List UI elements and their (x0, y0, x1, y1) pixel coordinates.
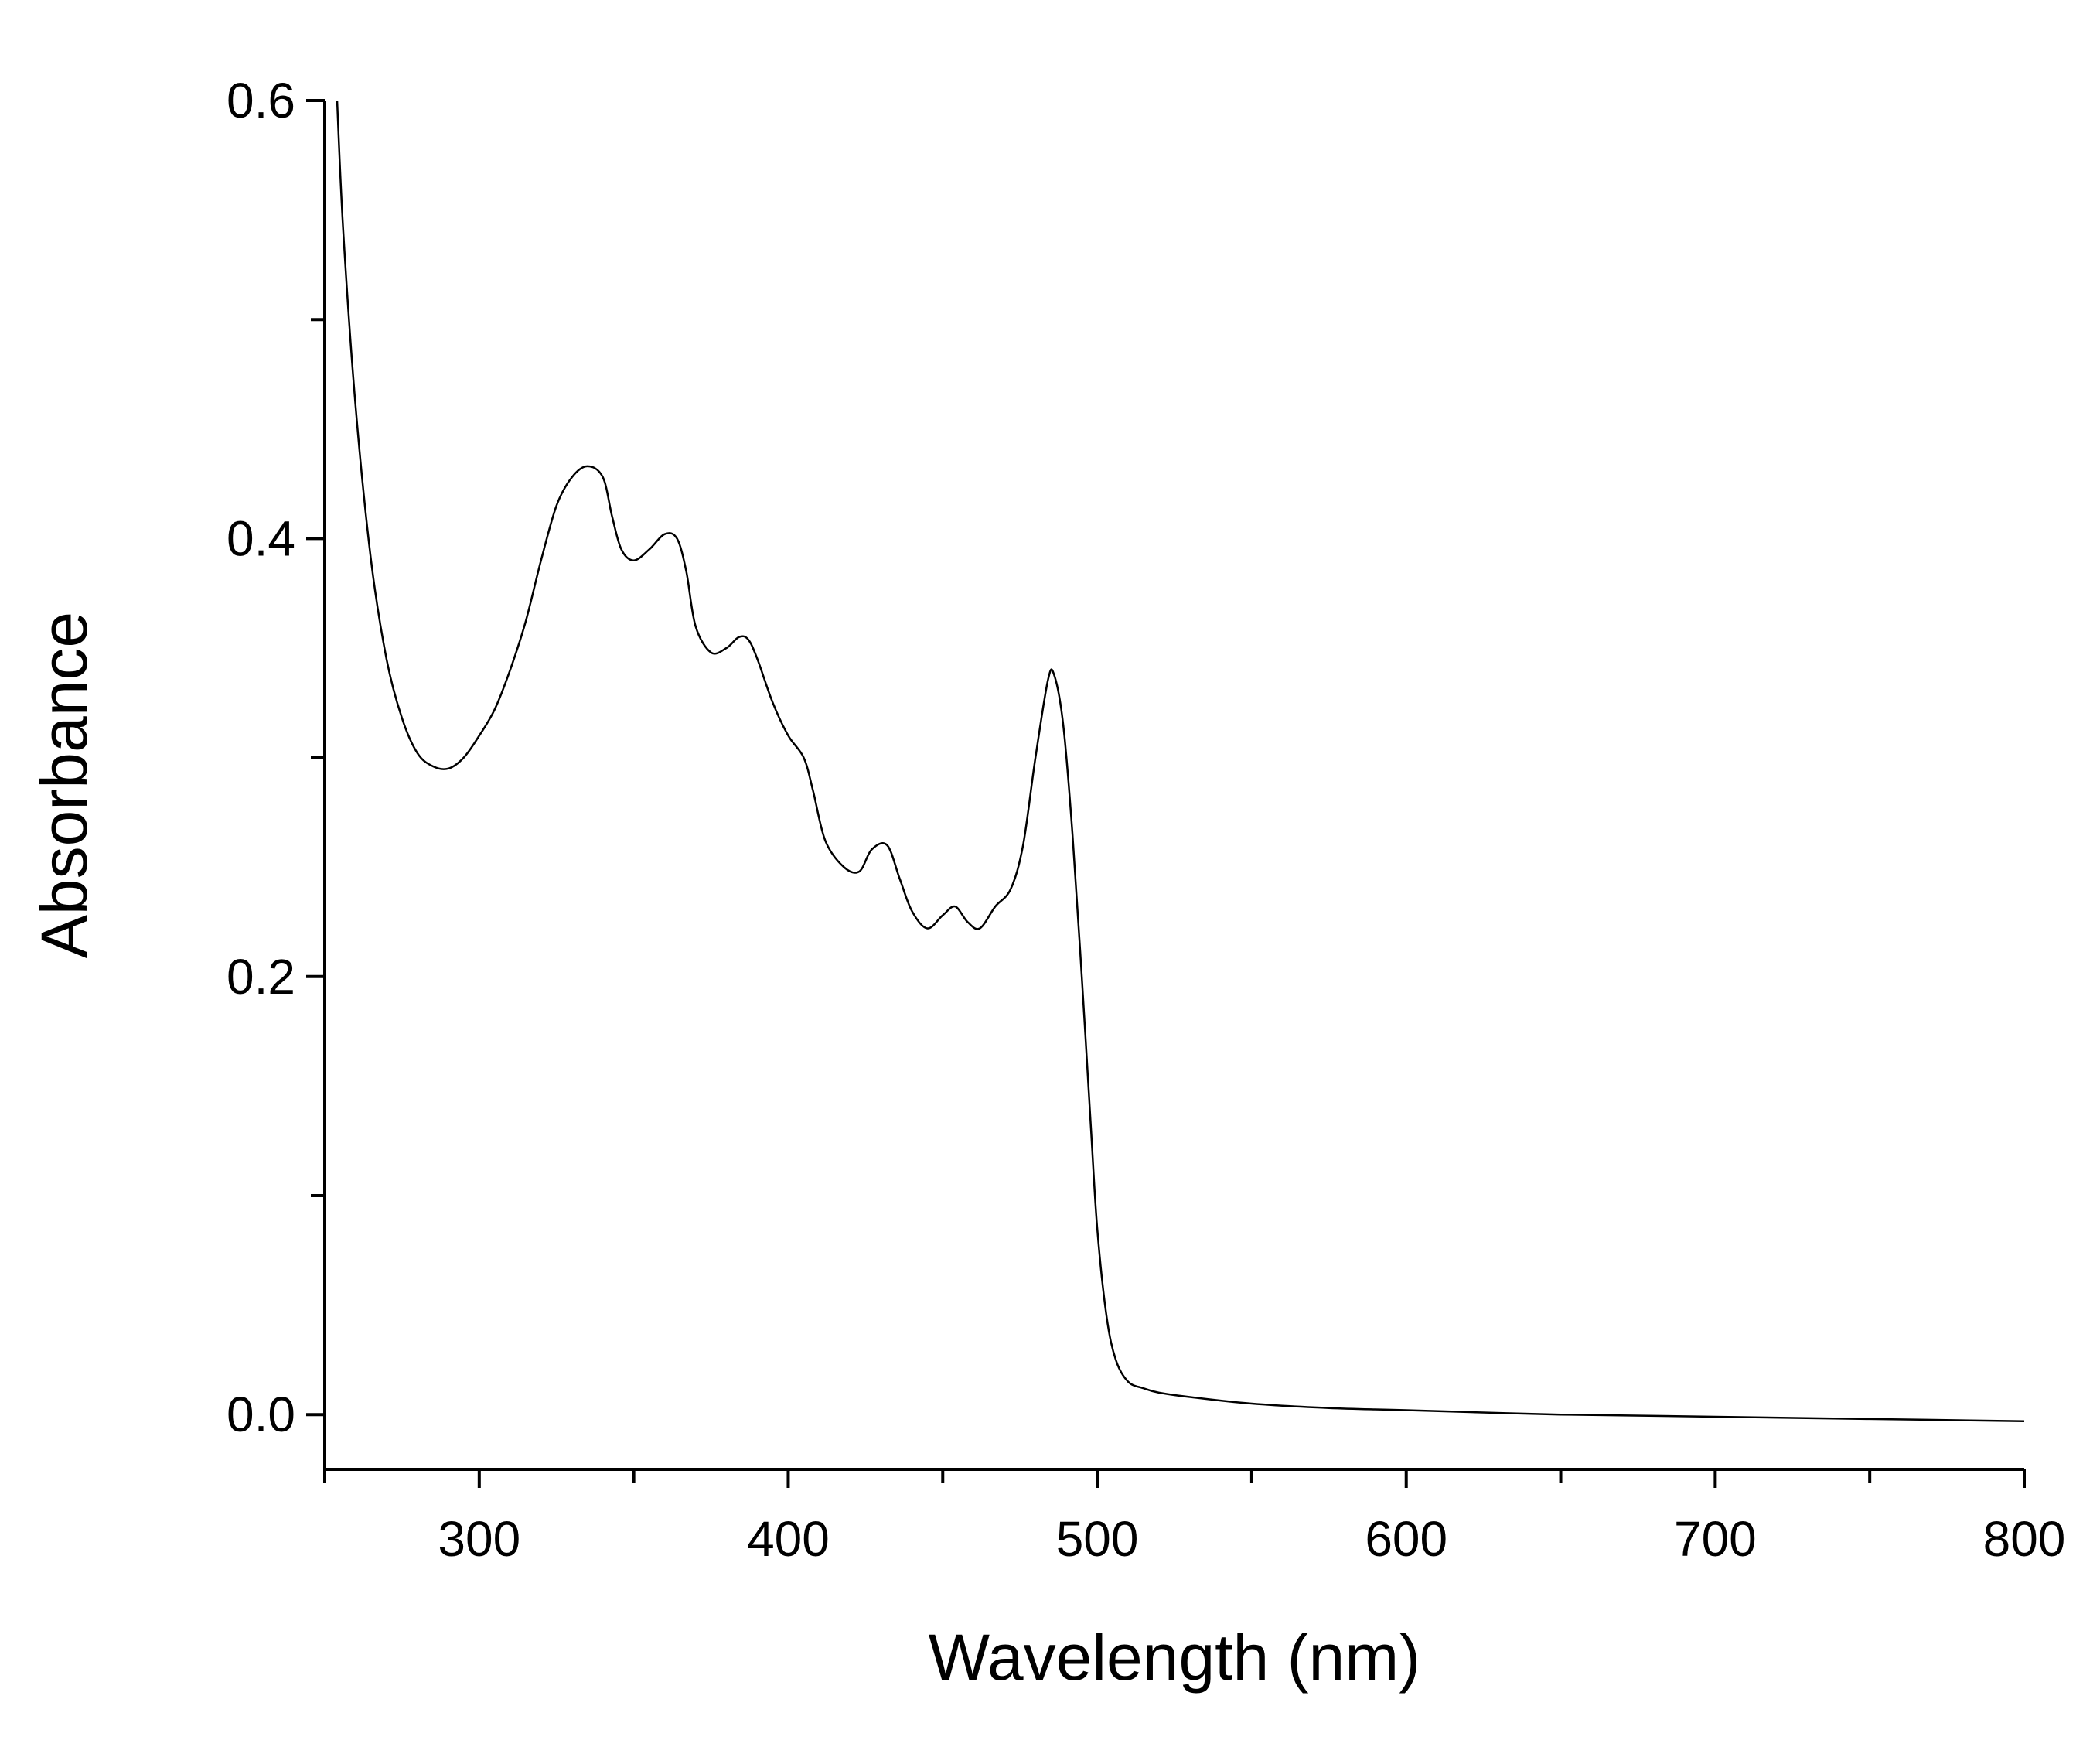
y-tick-label: 0.0 (227, 1387, 295, 1442)
x-tick-label: 700 (1674, 1511, 1757, 1567)
x-tick-label: 500 (1056, 1511, 1139, 1567)
y-tick-label: 0.6 (227, 73, 295, 128)
x-axis-label: Wavelength (nm) (929, 1621, 1420, 1694)
axes (323, 101, 2024, 1471)
absorbance-curve (336, 100, 2025, 1422)
tick-labels: 300 400 500 600 700 800 0.0 0.2 0.4 0.6 (227, 73, 2065, 1567)
x-tick-label: 300 (438, 1511, 520, 1567)
y-tick-label: 0.4 (227, 510, 295, 566)
x-tick-label: 400 (747, 1511, 830, 1567)
y-axis-label: Absorbance (28, 612, 101, 958)
y-tick-label: 0.2 (227, 949, 295, 1005)
ticks (306, 99, 2026, 1488)
x-tick-label: 600 (1365, 1511, 1447, 1567)
x-tick-label: 800 (1983, 1511, 2066, 1567)
